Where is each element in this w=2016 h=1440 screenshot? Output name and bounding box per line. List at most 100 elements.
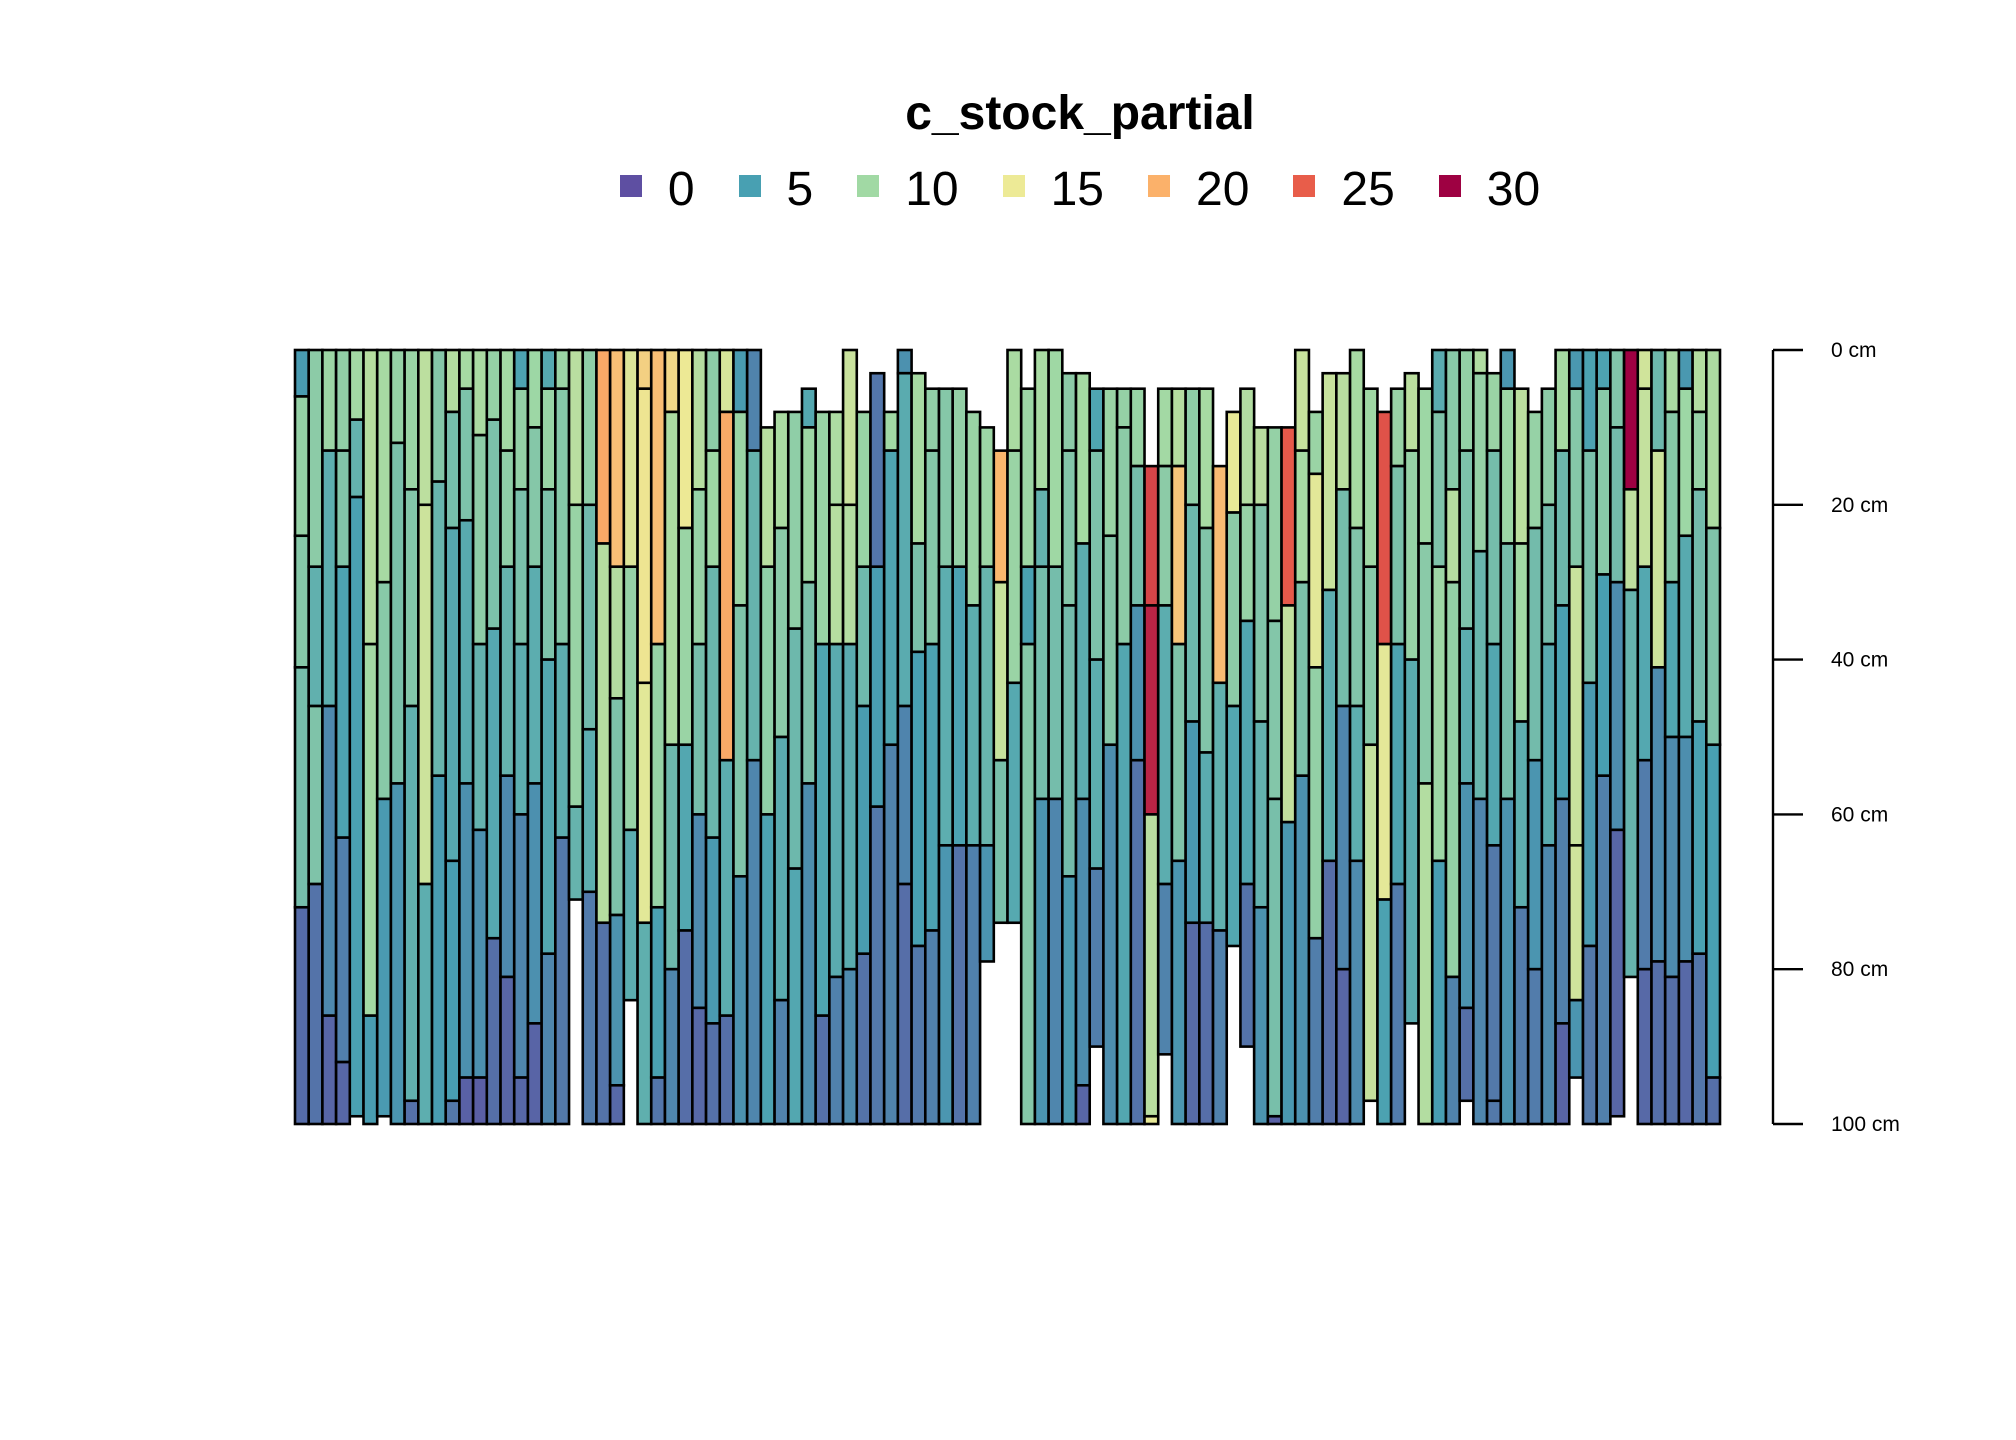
horizon (608, 348, 626, 569)
legend-swatch (1438, 175, 1461, 198)
profile (745, 348, 763, 1126)
profile (1088, 387, 1105, 1048)
horizon (1225, 410, 1242, 514)
horizon (1348, 526, 1366, 708)
profile (1554, 348, 1571, 1126)
horizon (1143, 604, 1160, 816)
horizon (691, 1006, 708, 1126)
profile (622, 348, 639, 1002)
horizon (828, 975, 845, 1126)
profile (348, 348, 365, 1118)
horizon (1636, 565, 1653, 762)
profile (1636, 348, 1653, 1126)
horizon (622, 348, 639, 569)
horizon (403, 704, 420, 1103)
profile (389, 348, 406, 1126)
horizon (1417, 542, 1434, 785)
horizon (1225, 511, 1242, 708)
horizon (1088, 867, 1105, 1048)
profile (663, 348, 680, 1126)
horizon (389, 441, 406, 785)
horizon (1198, 921, 1215, 1126)
horizon (348, 495, 365, 1118)
horizon (841, 503, 859, 646)
horizon (1211, 464, 1229, 685)
profile (1444, 348, 1461, 1126)
horizon (1115, 426, 1133, 646)
horizon (1307, 666, 1324, 940)
profile (499, 348, 516, 1126)
horizon (704, 1022, 722, 1126)
horizon (1252, 720, 1270, 909)
horizon (485, 627, 502, 940)
horizon (1567, 844, 1585, 1002)
profile (759, 426, 776, 1126)
horizon (1074, 371, 1092, 545)
horizon (896, 348, 913, 375)
horizon (471, 642, 489, 832)
horizon (554, 642, 571, 839)
horizon (992, 449, 1009, 584)
horizon (526, 782, 543, 1025)
profile (567, 348, 585, 901)
horizon (1458, 449, 1475, 630)
horizon (1170, 859, 1187, 1126)
horizon (1581, 449, 1598, 685)
horizon (896, 882, 913, 1126)
profile (485, 348, 502, 1126)
horizon (471, 348, 489, 437)
horizon (636, 348, 653, 391)
horizon (773, 735, 790, 1002)
horizon (1129, 758, 1146, 1126)
profile (1074, 371, 1092, 1126)
profiles-layer (293, 348, 1722, 1126)
horizon (1444, 580, 1461, 979)
horizon (1485, 371, 1503, 452)
horizon (1362, 387, 1379, 569)
profile (1567, 348, 1585, 1079)
horizon (540, 488, 557, 661)
legend-label: 10 (905, 163, 959, 216)
horizon (636, 681, 653, 925)
depth-tick-label: 80 cm (1831, 958, 1888, 981)
horizon (1266, 797, 1283, 1118)
horizon (1567, 348, 1585, 391)
horizon (718, 758, 735, 1017)
horizon (1650, 348, 1667, 452)
horizon (1362, 565, 1379, 747)
horizon (334, 449, 352, 569)
horizon (458, 1076, 475, 1126)
horizon (1417, 387, 1434, 545)
horizon (471, 433, 489, 646)
horizon (1540, 387, 1557, 507)
profile (691, 348, 708, 1126)
horizon (444, 348, 461, 414)
horizon (1540, 642, 1557, 847)
horizon (540, 952, 557, 1126)
profile (1225, 410, 1242, 948)
profile (362, 348, 379, 1126)
profile (1691, 348, 1708, 1126)
profile (1115, 387, 1133, 1126)
horizon (1293, 774, 1311, 1126)
horizon (841, 642, 859, 971)
horizon (937, 387, 954, 569)
horizon (1184, 503, 1201, 723)
horizon (512, 813, 530, 1079)
horizon (1293, 348, 1311, 452)
profile (1389, 387, 1407, 1126)
horizon (1321, 371, 1338, 592)
horizon (745, 449, 763, 762)
horizon (1389, 387, 1407, 468)
horizon (1430, 859, 1448, 1126)
horizon (526, 1022, 543, 1126)
profile (471, 348, 489, 1126)
legend-swatch (857, 175, 880, 198)
horizon (732, 604, 749, 878)
horizon (1129, 604, 1146, 762)
horizon (1663, 348, 1681, 414)
profile (581, 348, 598, 1126)
horizon (1293, 449, 1311, 584)
horizon (1430, 565, 1448, 863)
horizon (567, 805, 585, 901)
